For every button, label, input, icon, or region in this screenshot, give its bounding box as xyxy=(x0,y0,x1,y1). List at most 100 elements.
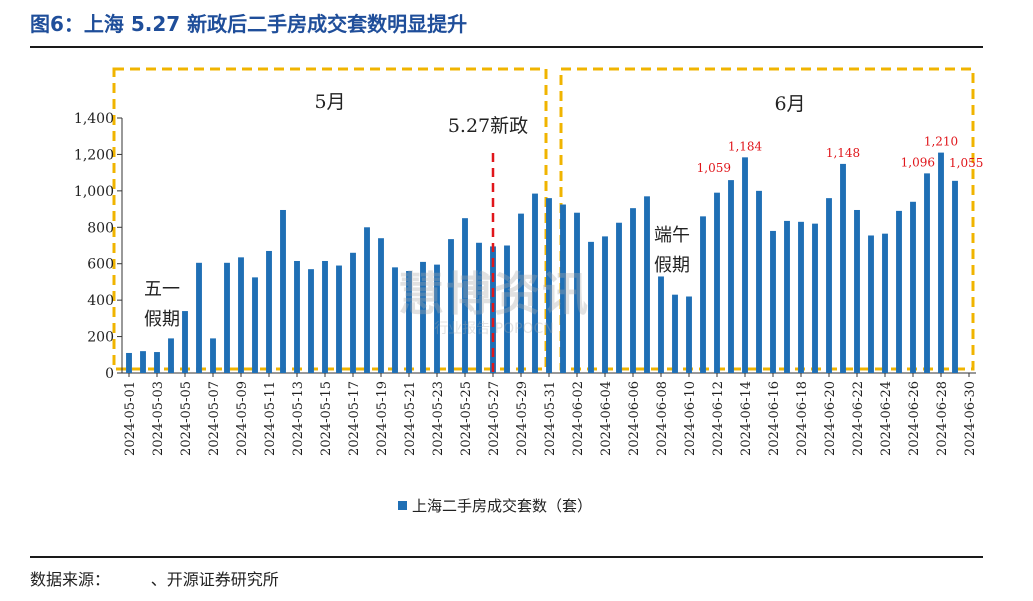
y-tick-label: 1,400 xyxy=(74,111,114,127)
bar xyxy=(406,271,412,373)
bar xyxy=(238,257,244,373)
source-note: 数据来源： 、开源证券研究所 xyxy=(30,570,279,589)
data-label: 1,055 xyxy=(949,156,983,170)
bar xyxy=(518,213,524,373)
bar xyxy=(882,233,888,373)
x-tick-label: 2024-05-31 xyxy=(543,381,558,456)
bar xyxy=(252,277,258,373)
bar xyxy=(448,239,454,373)
bar xyxy=(364,227,370,373)
annotation-dragon-boat-2: 假期 xyxy=(654,255,690,276)
x-tick-label: 2024-05-17 xyxy=(347,381,362,456)
x-tick-label: 2024-05-03 xyxy=(151,381,166,456)
x-tick-label: 2024-06-24 xyxy=(879,381,894,456)
y-tick-label: 0 xyxy=(105,366,114,382)
bar xyxy=(434,264,440,373)
bar xyxy=(336,265,342,373)
data-label: 1,148 xyxy=(826,146,860,160)
x-tick-label: 2024-05-29 xyxy=(515,381,530,456)
y-tick-label: 400 xyxy=(87,293,114,309)
bar xyxy=(546,198,552,373)
bar xyxy=(196,262,202,373)
x-tick-label: 2024-05-09 xyxy=(235,381,250,456)
bar xyxy=(742,157,748,373)
annotation-labor-day-2: 假期 xyxy=(144,309,180,330)
bar xyxy=(420,261,426,373)
y-tick-label: 800 xyxy=(87,220,114,236)
x-tick-label: 2024-06-20 xyxy=(823,381,838,456)
bar xyxy=(126,352,132,373)
bar xyxy=(504,245,510,373)
bar xyxy=(784,220,790,373)
bar xyxy=(140,351,146,373)
bar xyxy=(154,352,160,373)
x-tick-label: 2024-06-28 xyxy=(935,381,950,456)
y-tick-label: 200 xyxy=(87,330,114,346)
bar xyxy=(476,242,482,373)
x-tick-label: 2024-05-01 xyxy=(123,381,138,456)
bar xyxy=(350,252,356,373)
x-tick-label: 2024-05-19 xyxy=(375,381,390,456)
x-tick-label: 2024-05-21 xyxy=(403,381,418,456)
bar xyxy=(210,338,216,373)
x-tick-label: 2024-06-04 xyxy=(599,381,614,456)
annotation-june: 6月 xyxy=(774,93,805,115)
x-tick-label: 2024-06-14 xyxy=(739,381,754,456)
x-tick-label: 2024-06-10 xyxy=(683,381,698,456)
legend-swatch xyxy=(398,501,407,510)
y-tick-label: 1,200 xyxy=(74,147,114,163)
data-label: 1,059 xyxy=(697,161,731,175)
bar xyxy=(756,190,762,373)
x-tick-label: 2024-06-02 xyxy=(571,381,586,456)
bar xyxy=(574,212,580,373)
bar xyxy=(840,163,846,373)
bar xyxy=(644,196,650,373)
bar xyxy=(924,173,930,373)
annotation-policy: 5.27新政 xyxy=(448,115,528,137)
bar xyxy=(308,269,314,373)
bar xyxy=(910,201,916,373)
bar xyxy=(392,267,398,373)
data-label: 1,210 xyxy=(924,135,958,149)
bar xyxy=(826,198,832,373)
x-tick-label: 2024-06-22 xyxy=(851,381,866,456)
annotation-may: 5月 xyxy=(314,91,345,113)
bar xyxy=(672,294,678,373)
bar xyxy=(266,250,272,373)
bar xyxy=(798,221,804,373)
bar xyxy=(728,180,734,373)
x-tick-label: 2024-05-07 xyxy=(207,381,222,456)
title-rule xyxy=(30,46,983,48)
annotation-labor-day-1: 五一 xyxy=(144,279,180,300)
annotation-dragon-boat-1: 端午 xyxy=(654,225,690,246)
bar xyxy=(630,208,636,373)
bar xyxy=(812,223,818,373)
bar xyxy=(532,193,538,373)
x-tick-label: 2024-06-16 xyxy=(767,381,782,456)
bar xyxy=(896,210,902,373)
bar xyxy=(168,338,174,373)
bar xyxy=(560,204,566,373)
figure-title: 图6：上海 5.27 新政后二手房成交套数明显提升 xyxy=(30,12,468,36)
x-tick-label: 2024-05-05 xyxy=(179,381,194,456)
data-label: 1,096 xyxy=(901,155,935,169)
bar xyxy=(700,216,706,373)
bar xyxy=(294,260,300,373)
bar xyxy=(686,296,692,373)
legend-label: 上海二手房成交套数（套） xyxy=(412,497,592,515)
x-tick-label: 2024-06-12 xyxy=(711,381,726,456)
y-tick-label: 1,000 xyxy=(74,184,114,200)
x-tick-label: 2024-05-23 xyxy=(431,381,446,456)
x-tick-label: 2024-05-25 xyxy=(459,381,474,456)
bar xyxy=(952,180,958,373)
bar xyxy=(280,209,286,373)
x-tick-label: 2024-05-13 xyxy=(291,381,306,456)
bar xyxy=(658,276,664,373)
bar xyxy=(868,235,874,373)
bar xyxy=(616,222,622,373)
bar xyxy=(602,236,608,373)
x-tick-label: 2024-05-27 xyxy=(487,381,502,456)
bar xyxy=(224,262,230,373)
y-tick-label: 600 xyxy=(87,257,114,273)
bar xyxy=(770,230,776,373)
